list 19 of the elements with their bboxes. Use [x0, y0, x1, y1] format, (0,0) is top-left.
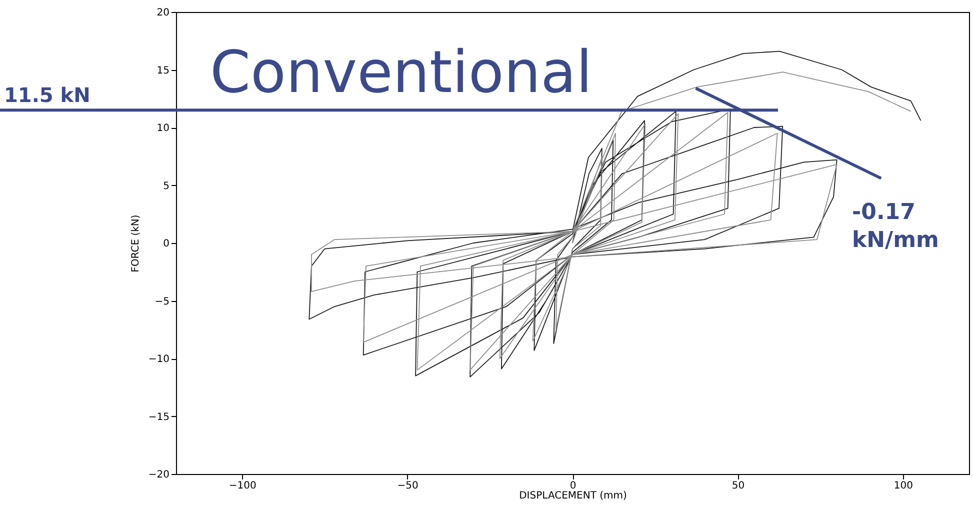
x-axis-title: DISPLACEMENT (mm) [519, 490, 627, 502]
y-tick-label: −15 [148, 412, 170, 423]
y-tick-label: −10 [148, 354, 170, 365]
x-tick-label: 0 [570, 480, 576, 492]
x-tick-label: 50 [732, 480, 745, 492]
y-tick-label: −20 [148, 470, 170, 480]
y-tick-label: 10 [156, 123, 170, 134]
y-tick-label: 5 [163, 180, 170, 192]
annotation: -0.17 kN/mm [852, 200, 939, 253]
annotation: Conventional [210, 38, 592, 106]
y-axis-title: FORCE (kN) [130, 214, 142, 272]
y-tick-label: 15 [156, 65, 170, 76]
ref-line-label: 11.5 kN [4, 83, 90, 108]
x-tick-label: 100 [894, 480, 913, 492]
x-tick-label: −50 [397, 480, 418, 492]
y-tick-label: 20 [156, 8, 170, 18]
y-tick-label: −5 [154, 296, 170, 308]
x-tick-label: −100 [228, 480, 256, 492]
y-tick-label: 0 [163, 238, 170, 250]
